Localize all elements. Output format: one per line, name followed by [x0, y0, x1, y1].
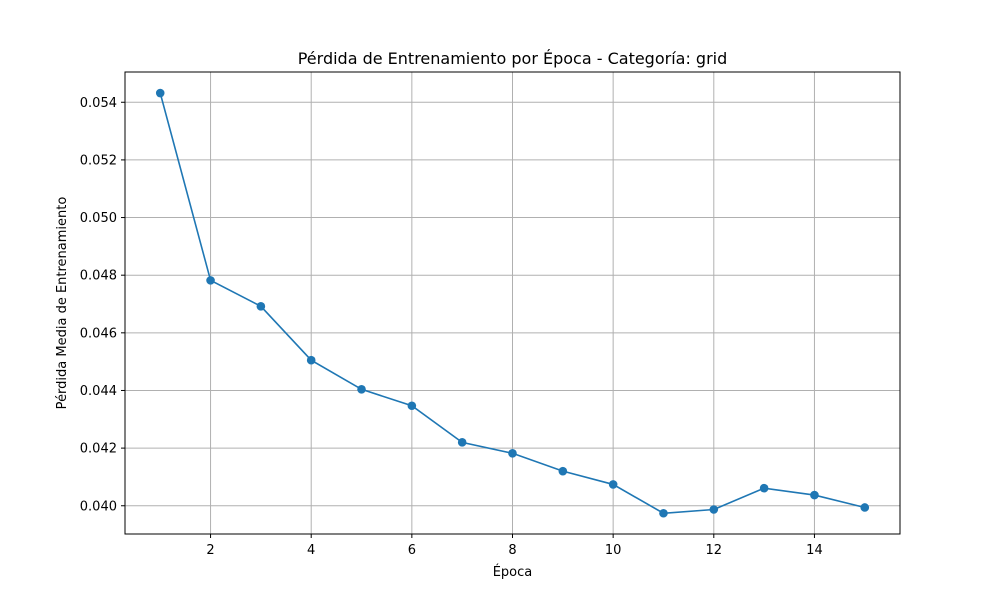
data-point: [608, 480, 618, 489]
x-axis-label: Época: [493, 564, 533, 580]
y-tick-label: 0.050: [80, 211, 117, 226]
x-tick-label: 14: [806, 543, 823, 558]
y-axis-ticks: 0.040 0.042 0.044 0.046 0.048 0.050 0.052 0.054: [80, 96, 125, 514]
chart-title: Pérdida de Entrenamiento por Época - Cat…: [298, 49, 728, 68]
y-tick-label: 0.054: [80, 96, 117, 111]
data-point: [810, 490, 819, 500]
y-tick-label: 0.048: [80, 269, 117, 284]
data-point: [709, 505, 719, 514]
data-point: [256, 302, 266, 311]
series-group: [155, 88, 870, 518]
data-point: [306, 355, 316, 365]
y-tick-label: 0.040: [80, 499, 117, 514]
x-tick-label: 8: [508, 543, 516, 558]
data-point: [206, 276, 215, 285]
data-point: [407, 401, 417, 411]
x-axis-ticks: 2 4 6 8 10 12 14: [206, 534, 823, 558]
data-point: [659, 508, 668, 518]
x-tick-label: 10: [605, 543, 622, 558]
x-tick-label: 4: [307, 543, 315, 558]
data-point: [155, 88, 165, 98]
y-tick-label: 0.052: [80, 153, 117, 168]
y-axis-label: Pérdida Media de Entrenamiento: [55, 197, 70, 410]
x-tick-label: 2: [206, 543, 214, 558]
grid-lines: [125, 72, 900, 534]
x-tick-label: 6: [408, 543, 416, 558]
data-point: [759, 483, 769, 493]
data-point: [357, 385, 366, 394]
data-point: [860, 503, 870, 512]
y-tick-label: 0.046: [80, 326, 117, 341]
y-tick-label: 0.044: [80, 384, 117, 399]
data-point: [457, 438, 467, 447]
y-tick-label: 0.042: [80, 442, 117, 457]
x-tick-label: 12: [706, 543, 723, 558]
data-point: [508, 449, 517, 458]
data-point: [558, 466, 568, 476]
